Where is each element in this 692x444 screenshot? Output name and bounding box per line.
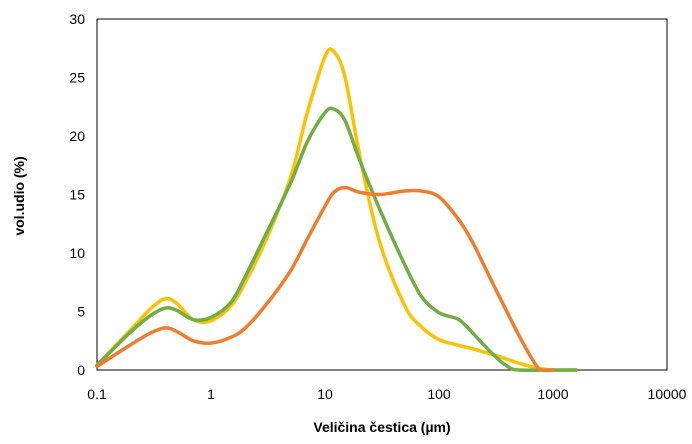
y-tick-label: 10 — [69, 245, 85, 261]
series-line-3 — [97, 188, 553, 371]
y-tick-label: 5 — [77, 304, 85, 320]
x-tick-label: 100 — [427, 386, 451, 402]
x-tick-label: 1 — [207, 386, 215, 402]
series-line-1 — [97, 49, 576, 370]
x-tick-label: 10 — [317, 386, 333, 402]
x-axis-title: Veličina čestica (µm) — [313, 419, 450, 435]
y-tick-label: 20 — [69, 128, 85, 144]
y-tick-label: 0 — [77, 362, 85, 378]
series-layer — [97, 49, 576, 371]
x-tick-label: 0.1 — [87, 386, 107, 402]
series-line-2 — [97, 108, 576, 370]
y-tick-label: 15 — [69, 187, 85, 203]
x-tick-label: 1000 — [537, 386, 568, 402]
y-axis-title: vol.udio (%) — [11, 156, 27, 235]
y-tick-label: 25 — [69, 70, 85, 86]
y-tick-label: 30 — [69, 11, 85, 27]
x-tick-label: 10000 — [648, 386, 687, 402]
